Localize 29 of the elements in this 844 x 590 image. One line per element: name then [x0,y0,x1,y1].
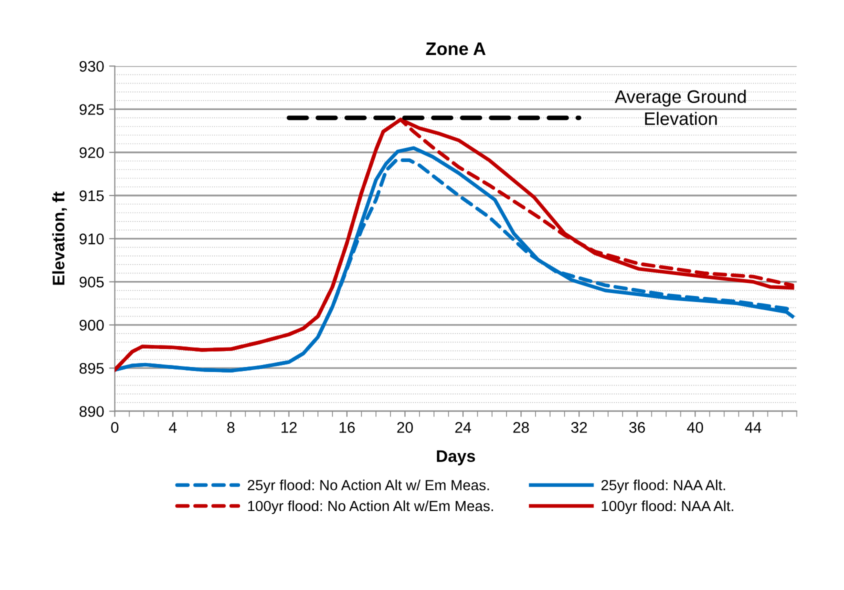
x-tick-label: 28 [513,422,529,433]
x-tick-label: 16 [340,422,355,433]
y-tick-label: 920 [80,147,104,158]
x-tick-label: 40 [687,422,704,433]
x-tick-label: 12 [282,422,297,433]
x-tick-label: 4 [168,422,177,433]
y-tick-label: 930 [80,60,104,72]
legend-label: 25yr flood: NAA Alt. [601,480,726,494]
x-tick-label: 8 [227,422,234,433]
x-tick-label: 0 [111,422,118,433]
y-tick-label: 895 [80,362,104,374]
y-tick-label: 910 [80,234,104,244]
y-tick-label: 915 [80,190,104,202]
annotation: Average Ground Elevation [614,90,746,126]
y-tick-label: 905 [80,276,104,288]
y-tick-label: 900 [80,320,104,331]
chart-title: Zone A [426,42,486,56]
legend-label: 25yr flood: No Action Alt w/ Em Meas. [248,480,489,494]
x-axis-title: Days [436,450,475,466]
y-tick-label: 925 [80,104,104,115]
x-tick-label: 36 [629,422,645,433]
x-tick-label: 32 [571,422,587,433]
x-tick-label: 20 [397,422,413,433]
legend-label: 100yr flood: No Action Alt w/Em Meas. [248,500,493,514]
y-axis-title: Elevation, ft [52,192,67,285]
x-tick-label: 44 [745,422,762,433]
y-tick-label: 890 [80,406,104,417]
legend-label: 100yr flood: NAA Alt. [602,500,734,514]
x-tick-label: 24 [455,422,472,433]
